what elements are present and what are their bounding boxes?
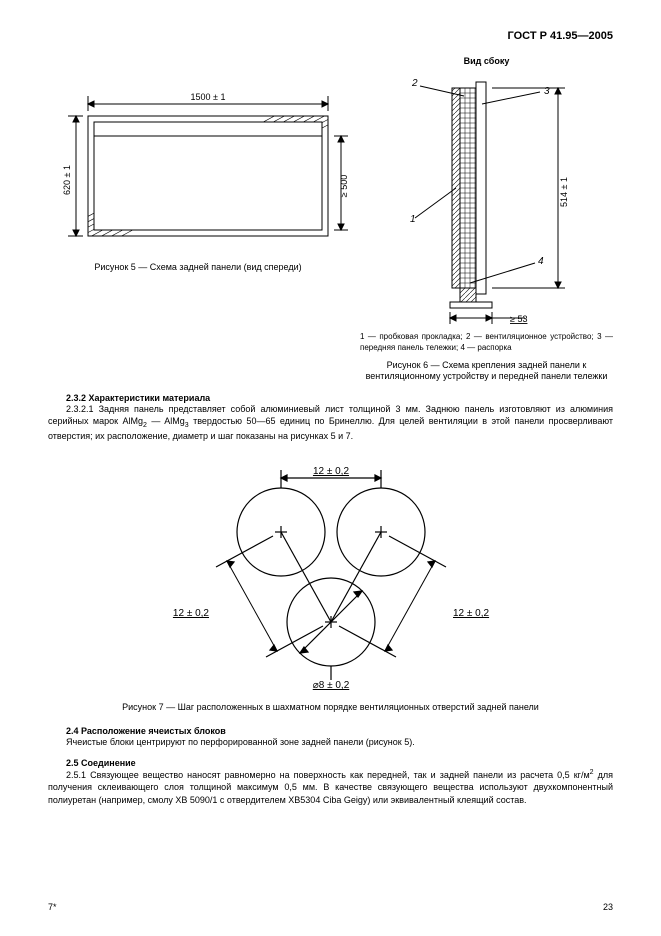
figure-5: 1500 ± 1 620 ± 1 ≥ 500 Рисунок 5 — Схема… xyxy=(48,56,348,274)
section-2-3-2-title: 2.3.2 Характеристики материала xyxy=(48,393,613,403)
figure-5-svg: 1500 ± 1 620 ± 1 ≥ 500 xyxy=(48,56,348,256)
figures-row: 1500 ± 1 620 ± 1 ≥ 500 Рисунок 5 — Схема… xyxy=(48,56,613,383)
figure-6-title: Вид сбоку xyxy=(360,56,613,66)
svg-text:≥ 53: ≥ 53 xyxy=(510,314,527,324)
section-2-4-text: Ячеистые блоки центрируют по перфорирова… xyxy=(48,736,613,748)
figure-5-caption: Рисунок 5 — Схема задней панели (вид спе… xyxy=(48,262,348,274)
figure-6-caption: Рисунок 6 — Схема крепления задней панел… xyxy=(360,360,613,383)
section-2-5-1-text: 2.5.1 Связующее вещество наносят равноме… xyxy=(48,768,613,805)
section-2-3-2-1-text: 2.3.2.1 Задняя панель представляет собой… xyxy=(48,403,613,443)
figure-7-svg: 12 ± 0,2 12 ± 0,2 12 ± 0,2 ⌀8 ± 0,2 xyxy=(151,452,511,692)
svg-text:≥ 500: ≥ 500 xyxy=(339,175,348,197)
svg-text:3: 3 xyxy=(544,86,550,97)
svg-text:1500 ± 1: 1500 ± 1 xyxy=(191,92,226,102)
footer-left: 7* xyxy=(48,902,57,912)
svg-text:4: 4 xyxy=(538,256,544,267)
section-2-5-title: 2.5 Соединение xyxy=(48,758,613,768)
figure-6: Вид сбоку xyxy=(360,56,613,383)
figure-7: 12 ± 0,2 12 ± 0,2 12 ± 0,2 ⌀8 ± 0,2 Рису… xyxy=(48,452,613,714)
svg-text:514 ± 1: 514 ± 1 xyxy=(559,177,569,207)
svg-text:12 ± 0,2: 12 ± 0,2 xyxy=(312,466,349,477)
svg-text:1: 1 xyxy=(410,214,416,225)
svg-text:12 ± 0,2: 12 ± 0,2 xyxy=(172,608,209,619)
svg-text:2: 2 xyxy=(411,78,418,89)
footer-right: 23 xyxy=(603,902,613,912)
svg-text:⌀8 ± 0,2: ⌀8 ± 0,2 xyxy=(312,680,349,691)
figure-7-caption: Рисунок 7 — Шаг расположенных в шахматно… xyxy=(48,702,613,714)
page-footer: 7* 23 xyxy=(48,902,613,912)
standard-header: ГОСТ Р 41.95—2005 xyxy=(48,30,613,42)
figure-6-legend: 1 — пробковая прокладка; 2 — вентиляцион… xyxy=(360,332,613,354)
svg-text:12 ± 0,2: 12 ± 0,2 xyxy=(453,608,490,619)
figure-6-svg: 1 2 3 4 514 ± 1 ≥ 53 xyxy=(360,68,600,328)
svg-text:620 ± 1: 620 ± 1 xyxy=(62,165,72,195)
section-2-4-title: 2.4 Расположение ячеистых блоков xyxy=(48,726,613,736)
